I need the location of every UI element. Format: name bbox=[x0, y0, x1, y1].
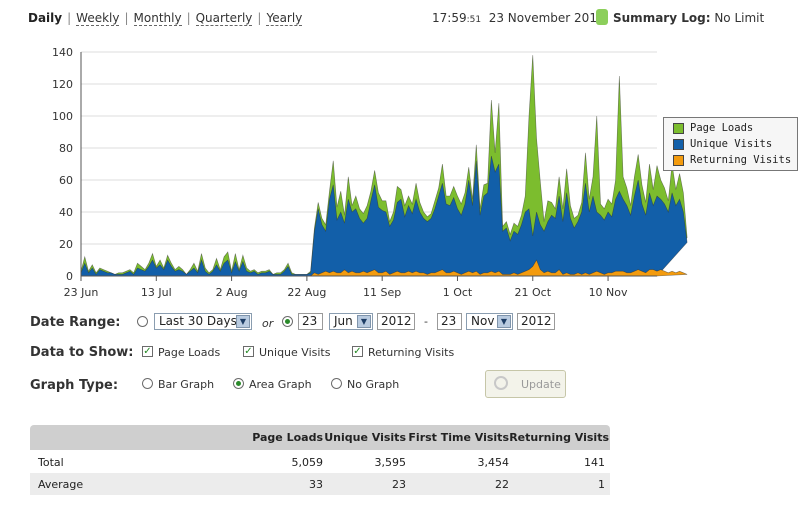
top-bar: Daily | Weekly | Monthly | Quarterly | Yearly 17… bbox=[0, 0, 808, 36]
cell-first-time-visits: 3,454 bbox=[477, 456, 510, 469]
x-tick-label: 2 Aug bbox=[216, 286, 248, 299]
cell-page-loads: 5,059 bbox=[291, 456, 324, 469]
y-tick-label: 120 bbox=[52, 78, 73, 91]
legend-label: Returning Visits bbox=[690, 154, 792, 166]
row-label: Average bbox=[38, 478, 84, 491]
from-year-field[interactable]: 2012 bbox=[377, 313, 415, 330]
chevron-down-icon: ▼ bbox=[497, 315, 511, 328]
y-tick-label: 140 bbox=[52, 46, 73, 59]
y-tick-label: 0 bbox=[66, 270, 73, 283]
cell-returning-visits: 141 bbox=[584, 456, 605, 469]
chevron-down-icon: ▼ bbox=[236, 315, 250, 328]
column-header-unique-visits: Unique Visits bbox=[324, 431, 406, 444]
legend-swatch bbox=[673, 122, 684, 134]
to-month-select[interactable]: Nov ▼ bbox=[466, 313, 513, 330]
no-graph-radio[interactable] bbox=[331, 378, 342, 389]
visits-area-chart: 0 20 40 60 80 100 120 140 23 Jun 13 Jul 2 Aug 22 Au… bbox=[52, 46, 688, 299]
chevron-down-icon: ▼ bbox=[357, 315, 371, 328]
cell-first-time-visits: 22 bbox=[495, 478, 509, 491]
legend-swatch bbox=[673, 154, 684, 166]
legend-item-returning-visits: Returning Visits bbox=[673, 154, 791, 166]
cell-unique-visits: 23 bbox=[392, 478, 406, 491]
cell-returning-visits: 1 bbox=[598, 478, 605, 491]
area-graph-option-label: Area Graph bbox=[249, 378, 312, 391]
summary-log: Summary Log: No Limit bbox=[613, 11, 764, 25]
or-text: or bbox=[262, 317, 274, 330]
page-loads-checkbox[interactable]: ✓ bbox=[142, 346, 153, 357]
unique-visits-checkbox[interactable]: ✓ bbox=[243, 346, 254, 357]
y-tick-label: 40 bbox=[59, 206, 73, 219]
returning-visits-checkbox[interactable]: ✓ bbox=[352, 346, 363, 357]
period-quarterly-link[interactable]: Quarterly bbox=[195, 11, 253, 26]
period-separator: | bbox=[186, 11, 191, 25]
period-nav: Daily | Weekly | Monthly | Quarterly | Yearly bbox=[28, 11, 303, 26]
summary-log-value: No Limit bbox=[714, 11, 765, 25]
column-header-page-loads: Page Loads bbox=[252, 431, 323, 444]
x-tick-label: 11 Sep bbox=[363, 286, 401, 299]
legend-swatch bbox=[673, 138, 684, 150]
legend-item-unique-visits: Unique Visits bbox=[673, 138, 772, 150]
period-weekly-link[interactable]: Weekly bbox=[76, 11, 120, 26]
legend-label: Page Loads bbox=[690, 122, 754, 134]
y-tick-label: 100 bbox=[52, 110, 73, 123]
y-tick-label: 80 bbox=[59, 142, 73, 155]
x-tick-label: 22 Aug bbox=[287, 286, 326, 299]
chart-legend: Page Loads Unique Visits Returning Visit… bbox=[663, 117, 798, 171]
refresh-icon bbox=[494, 376, 508, 390]
series-area-unique-visits bbox=[80, 155, 688, 277]
to-day-field[interactable]: 23 bbox=[437, 313, 462, 330]
update-button[interactable]: Update bbox=[485, 370, 566, 398]
x-tick-label: 23 Jun bbox=[64, 286, 99, 299]
select-value: Jun bbox=[334, 314, 353, 328]
period-separator: | bbox=[257, 11, 262, 25]
select-value: Nov bbox=[471, 314, 495, 328]
summary-log-indicator bbox=[596, 9, 608, 25]
current-datetime: 17:59:51 23 November 2012 bbox=[432, 11, 605, 25]
row-label: Total bbox=[38, 456, 64, 469]
legend-item-page-loads: Page Loads bbox=[673, 122, 753, 134]
x-tick-label: 13 Jul bbox=[141, 286, 172, 299]
y-tick-label: 20 bbox=[59, 238, 73, 251]
from-month-select[interactable]: Jun ▼ bbox=[329, 313, 373, 330]
to-year-field[interactable]: 2012 bbox=[517, 313, 555, 330]
returning-visits-option-label: Returning Visits bbox=[368, 346, 455, 359]
legend-label: Unique Visits bbox=[690, 138, 773, 150]
page-loads-option-label: Page Loads bbox=[158, 346, 221, 359]
from-day-field[interactable]: 23 bbox=[298, 313, 323, 330]
select-value: Last 30 Days bbox=[159, 314, 237, 328]
update-button-label: Update bbox=[521, 378, 561, 391]
period-yearly-link[interactable]: Yearly bbox=[266, 11, 303, 26]
date-range-preset-radio[interactable] bbox=[137, 316, 148, 327]
area-graph-radio[interactable] bbox=[233, 378, 244, 389]
date-range-custom-radio[interactable] bbox=[282, 316, 293, 327]
clock-time: 17:59 bbox=[432, 11, 467, 25]
cell-page-loads: 33 bbox=[309, 478, 323, 491]
stats-table-header: Page Loads Unique Visits First Time Visi… bbox=[30, 425, 610, 450]
x-tick-label: 1 Oct bbox=[443, 286, 473, 299]
column-header-returning-visits: Returning Visits bbox=[509, 431, 609, 444]
period-separator: | bbox=[124, 11, 129, 25]
date-range-label: Date Range: bbox=[30, 315, 121, 330]
unique-visits-option-label: Unique Visits bbox=[259, 346, 331, 359]
period-daily: Daily bbox=[28, 11, 63, 25]
clock-date: 23 November 2012 bbox=[488, 11, 605, 25]
bar-graph-radio[interactable] bbox=[142, 378, 153, 389]
data-to-show-label: Data to Show: bbox=[30, 345, 134, 360]
column-header-first-time-visits: First Time Visits bbox=[408, 431, 509, 444]
period-monthly-link[interactable]: Monthly bbox=[133, 11, 182, 26]
cell-unique-visits: 3,595 bbox=[374, 456, 407, 469]
table-row: Total 5,059 3,595 3,454 141 bbox=[30, 451, 610, 473]
clock-seconds: :51 bbox=[466, 15, 482, 25]
no-graph-option-label: No Graph bbox=[347, 378, 400, 391]
x-tick-label: 10 Nov bbox=[589, 286, 628, 299]
range-dash: - bbox=[424, 315, 428, 328]
bar-graph-option-label: Bar Graph bbox=[158, 378, 215, 391]
date-range-preset-select[interactable]: Last 30 Days ▼ bbox=[154, 313, 252, 330]
graph-type-label: Graph Type: bbox=[30, 378, 119, 393]
summary-log-label: Summary Log: bbox=[613, 11, 711, 25]
x-tick-label: 21 Oct bbox=[515, 286, 552, 299]
table-row: Average 33 23 22 1 bbox=[30, 473, 610, 495]
period-separator: | bbox=[67, 11, 72, 25]
y-tick-label: 60 bbox=[59, 174, 73, 187]
